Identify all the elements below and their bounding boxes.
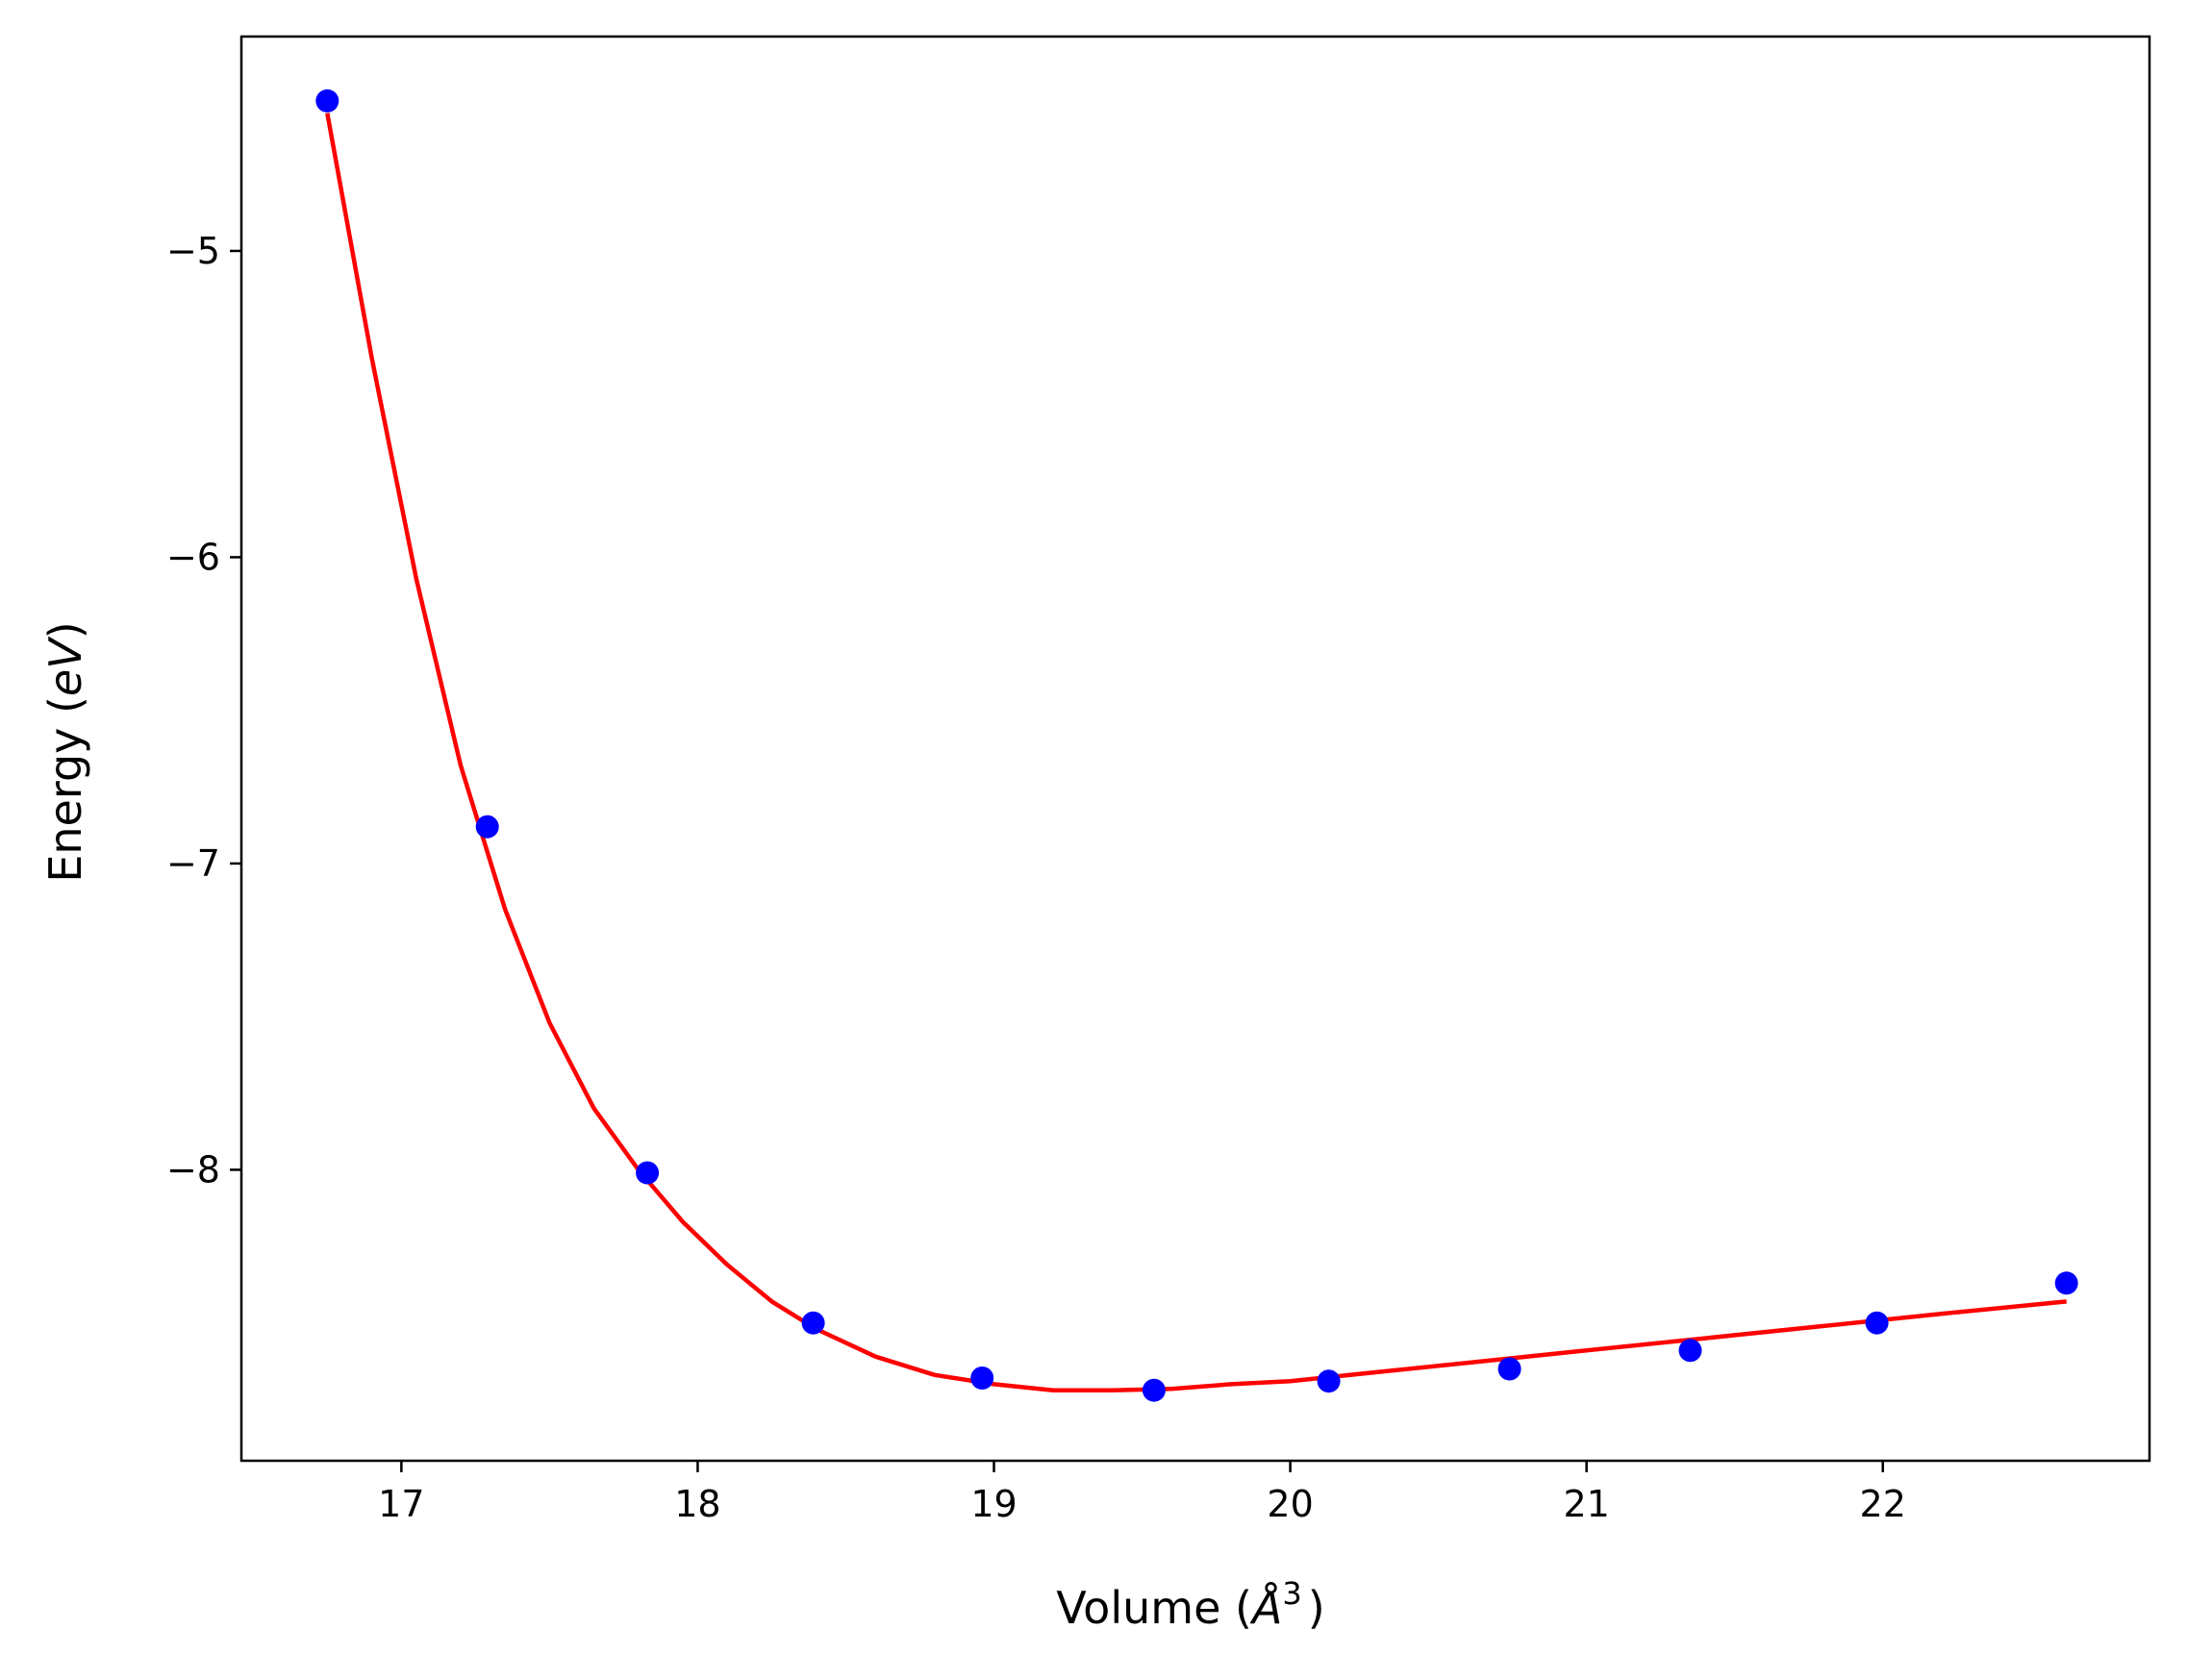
x-tick-label: 22 xyxy=(1860,1483,1906,1525)
data-point xyxy=(801,1311,825,1335)
data-point xyxy=(636,1161,660,1185)
x-tick-label: 17 xyxy=(378,1483,424,1525)
x-axis-label: Volume (Å3) xyxy=(1056,1575,1324,1634)
y-tick-label: −6 xyxy=(166,536,220,578)
data-point xyxy=(2054,1271,2078,1295)
y-axis-label: Energy (eV) xyxy=(39,621,91,882)
y-axis-label-pre: Energy ( xyxy=(39,696,91,883)
data-point xyxy=(970,1367,994,1390)
y-tick-label: −8 xyxy=(166,1148,220,1191)
data-point xyxy=(1678,1339,1702,1363)
x-axis-label-symbol: Å xyxy=(1249,1582,1282,1634)
fit-curve xyxy=(325,113,2067,1392)
plot-frame xyxy=(239,35,2151,1463)
x-tick-label: 21 xyxy=(1563,1483,1609,1525)
x-tick-label: 20 xyxy=(1267,1483,1313,1525)
data-point xyxy=(1497,1357,1521,1381)
tick-layer: 17 18 19 20 21 22 −5 −6 −7 −8 xyxy=(166,230,1906,1525)
x-axis-label-pre: Volume ( xyxy=(1056,1582,1252,1634)
y-axis-label-symbol: eV xyxy=(39,636,91,696)
data-point xyxy=(1142,1378,1166,1402)
y-tick-label: −7 xyxy=(166,842,220,885)
data-point xyxy=(315,88,339,113)
x-tick-label: 18 xyxy=(674,1483,720,1525)
y-tick-label: −5 xyxy=(166,230,220,272)
data-point xyxy=(1317,1369,1341,1393)
data-point xyxy=(475,815,499,839)
plot-layer xyxy=(315,88,2078,1402)
y-axis-label-post: ) xyxy=(39,621,91,639)
x-axis-label-post: ) xyxy=(1308,1582,1325,1634)
data-point xyxy=(1865,1311,1889,1335)
x-tick-label: 19 xyxy=(970,1483,1017,1525)
x-axis-label-superscript: 3 xyxy=(1282,1575,1301,1612)
